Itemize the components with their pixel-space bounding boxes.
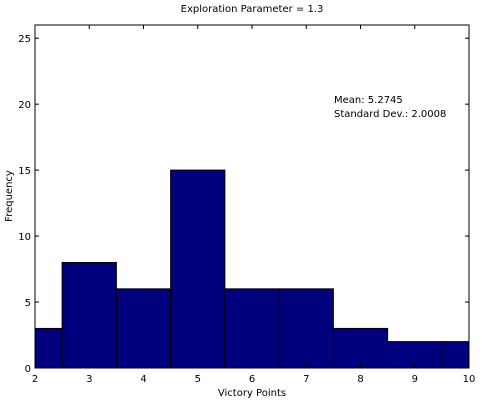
x-axis-label: Victory Points — [218, 388, 286, 399]
histogram-bar-5 — [278, 288, 334, 369]
x-tick-label-8: 8 — [357, 374, 363, 385]
x-tick-label-2: 2 — [32, 374, 38, 385]
histogram-bar-2 — [115, 288, 172, 369]
x-tick-label-5: 5 — [195, 374, 201, 385]
std-annotation: Standard Dev.: 2.0008 — [334, 109, 446, 120]
y-tick-label-15: 15 — [18, 166, 31, 177]
y-tick-label-20: 20 — [18, 100, 31, 111]
mean-annotation: Mean: 5.2745 — [334, 95, 403, 106]
histogram-bar-0 — [34, 327, 63, 369]
x-tick-label-4: 4 — [140, 374, 146, 385]
y-tick-label-0: 0 — [25, 364, 31, 375]
histogram-bar-1 — [61, 261, 117, 369]
chart-title: Exploration Parameter = 1.3 — [181, 4, 324, 15]
ticks-group: 2 3 4 5 6 7 8 9 10 0 5 10 15 20 25 — [18, 25, 475, 385]
y-tick-label-10: 10 — [18, 232, 31, 243]
x-tick-label-3: 3 — [86, 374, 92, 385]
y-tick-label-5: 5 — [25, 298, 31, 309]
x-tick-label-7: 7 — [303, 374, 309, 385]
y-tick-label-25: 25 — [18, 34, 31, 45]
histogram-bar-3 — [170, 169, 226, 369]
bars-group — [34, 169, 470, 369]
x-tick-label-9: 9 — [412, 374, 418, 385]
x-tick-label-10: 10 — [463, 374, 476, 385]
x-tick-label-6: 6 — [249, 374, 255, 385]
y-axis-label: Frequency — [4, 170, 15, 222]
histogram-bar-4 — [224, 288, 280, 369]
histogram-bar-6 — [332, 327, 389, 369]
histogram-bar-8 — [441, 341, 470, 369]
histogram-bar-7 — [387, 341, 443, 369]
